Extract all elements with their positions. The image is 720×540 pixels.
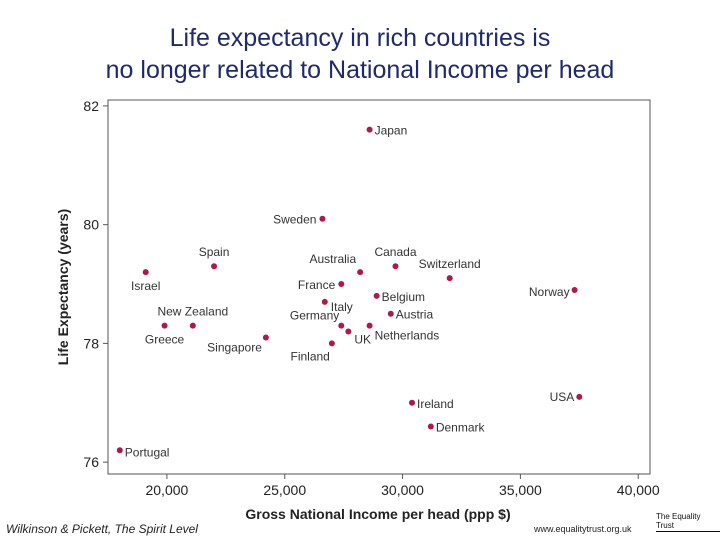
data-point-netherlands xyxy=(366,322,373,329)
x-axis-label: Gross National Income per head (ppp $) xyxy=(245,506,510,522)
equality-trust-logo: The Equality Trust xyxy=(656,512,720,532)
data-point-greece xyxy=(161,322,168,329)
data-label-france: France xyxy=(298,278,336,292)
data-label-belgium: Belgium xyxy=(382,290,425,304)
data-point-canada xyxy=(392,263,399,270)
data-label-finland: Finland xyxy=(291,349,330,363)
x-tick-label: 35,000 xyxy=(499,482,542,498)
y-tick-label: 78 xyxy=(83,335,99,351)
source-url[interactable]: www.equalitytrust.org.uk xyxy=(534,524,632,534)
y-tick-label: 80 xyxy=(83,217,99,233)
data-label-australia: Australia xyxy=(309,252,356,266)
data-label-japan: Japan xyxy=(375,124,408,138)
x-tick-label: 40,000 xyxy=(617,482,660,498)
plot-frame xyxy=(107,99,651,475)
data-point-norway xyxy=(571,286,578,293)
chart-title: Life expectancy in rich countries is no … xyxy=(0,22,720,86)
data-point-italy xyxy=(321,298,328,305)
data-label-canada: Canada xyxy=(374,245,416,259)
data-label-usa: USA xyxy=(550,390,575,404)
citation: Wilkinson & Pickett, The Spirit Level xyxy=(6,522,198,536)
data-point-spain xyxy=(211,263,218,270)
y-tick-label: 82 xyxy=(83,98,99,114)
data-point-japan xyxy=(366,126,373,133)
data-points: Japan Sweden Spain Israel Canada Australia Swi… xyxy=(116,124,583,459)
data-label-greece: Greece xyxy=(145,333,185,347)
data-label-uk: UK xyxy=(354,333,371,347)
chart-title-line-2: no longer related to National Income per… xyxy=(105,56,615,84)
data-label-germany: Germany xyxy=(290,309,339,323)
y-axis-label: Life Expectancy (years) xyxy=(55,209,71,365)
data-point-israel xyxy=(142,269,149,276)
data-point-new-zealand xyxy=(189,322,196,329)
y-axis-ticks: 76 78 80 82 xyxy=(83,98,108,470)
x-axis-ticks: 20,000 25,000 30,000 35,000 40,000 xyxy=(145,474,660,498)
x-tick-label: 30,000 xyxy=(381,482,424,498)
data-label-ireland: Ireland xyxy=(417,397,454,411)
y-tick-label: 76 xyxy=(83,454,99,470)
data-point-germany xyxy=(338,322,345,329)
data-label-sweden: Sweden xyxy=(273,213,316,227)
data-label-italy: Italy xyxy=(331,300,353,314)
chart-title-line-1: Life expectancy in rich countries is xyxy=(169,24,551,52)
data-label-spain: Spain xyxy=(199,245,230,259)
data-point-ireland xyxy=(408,399,415,406)
data-point-finland xyxy=(328,340,335,347)
x-tick-label: 25,000 xyxy=(263,482,306,498)
data-label-new-zealand: New Zealand xyxy=(157,305,228,319)
data-point-usa xyxy=(576,393,583,400)
data-point-denmark xyxy=(427,423,434,430)
data-label-switzerland: Switzerland xyxy=(419,257,481,271)
data-label-norway: Norway xyxy=(529,285,570,299)
data-point-uk xyxy=(345,328,352,335)
data-point-france xyxy=(338,281,345,288)
x-tick-label: 20,000 xyxy=(145,482,188,498)
data-point-austria xyxy=(387,310,394,317)
data-point-switzerland xyxy=(446,275,453,282)
data-point-portugal xyxy=(116,447,123,454)
data-point-australia xyxy=(357,269,364,276)
data-label-israel: Israel xyxy=(131,279,160,293)
data-point-belgium xyxy=(373,292,380,299)
data-point-sweden xyxy=(319,215,326,222)
data-label-portugal: Portugal xyxy=(125,445,170,459)
data-label-denmark: Denmark xyxy=(436,421,486,435)
data-label-singapore: Singapore xyxy=(207,340,262,354)
data-label-austria: Austria xyxy=(396,308,434,322)
data-label-netherlands: Netherlands xyxy=(375,329,440,343)
data-point-singapore xyxy=(262,334,269,341)
